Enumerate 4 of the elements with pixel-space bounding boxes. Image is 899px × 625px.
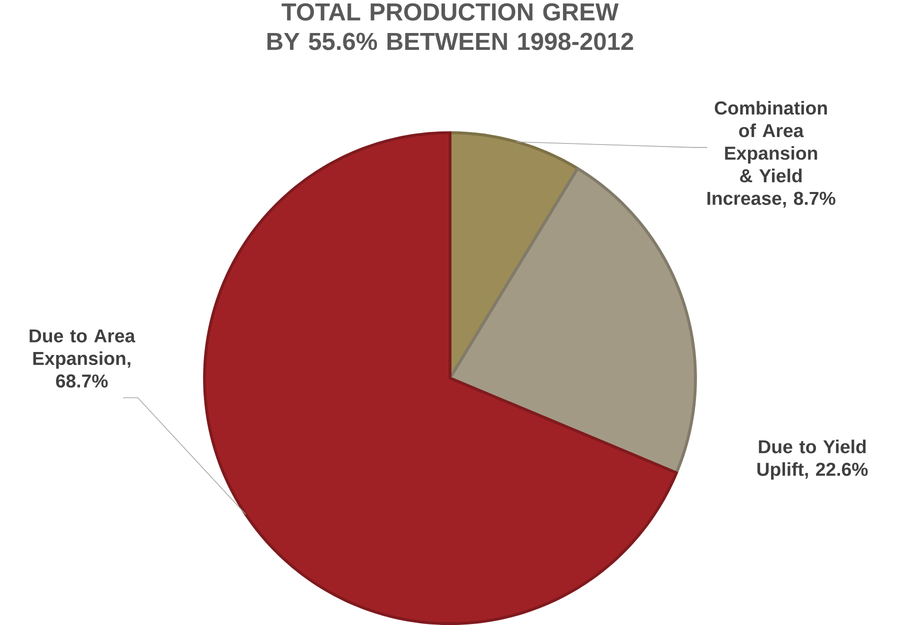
slice-label: Due to Yield Uplift, 22.6% [757, 440, 868, 480]
slice-label: Due to Area Expansion, 68.7% [30, 329, 136, 388]
chart-title: TOTAL PRODUCTION GREW BY 55.6% BETWEEN 1998-2012 [267, 3, 634, 50]
slice-label: Combination of Area Expansion & Yield Increase, 8.7% [707, 100, 836, 208]
